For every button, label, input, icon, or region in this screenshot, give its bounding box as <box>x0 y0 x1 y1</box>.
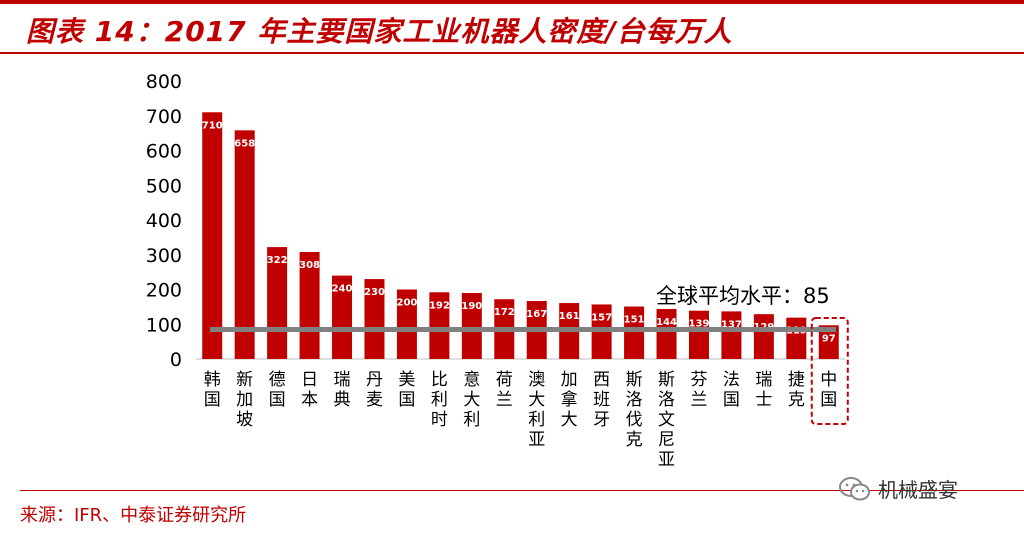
category-label: 斯洛伐克 <box>626 370 643 450</box>
y-tick-label: 200 <box>146 280 182 302</box>
data-label: 192 <box>429 300 450 311</box>
category-label: 德国 <box>269 370 286 410</box>
bar <box>818 325 839 359</box>
category-label: 法国 <box>723 370 740 410</box>
y-tick-label: 700 <box>146 106 182 128</box>
data-label: 200 <box>396 298 417 309</box>
category-label: 加拿大 <box>561 370 578 430</box>
category-label: 瑞典 <box>334 370 351 410</box>
bar <box>202 112 223 360</box>
data-label: 230 <box>364 287 385 298</box>
category-label: 新加坡 <box>236 370 253 430</box>
bar <box>688 310 709 359</box>
bar <box>429 292 450 359</box>
y-tick-label: 300 <box>146 245 182 267</box>
bar <box>624 306 645 359</box>
category-label: 瑞士 <box>755 370 772 410</box>
data-label: 97 <box>822 333 836 344</box>
data-label: 139 <box>689 319 710 330</box>
data-label: 144 <box>656 317 677 328</box>
data-label: 190 <box>461 301 482 312</box>
category-label: 日本 <box>301 370 318 410</box>
data-label: 308 <box>299 260 320 271</box>
bar <box>234 130 255 359</box>
y-tick-label: 400 <box>146 210 182 232</box>
bottom-rule <box>20 490 1024 491</box>
bar <box>461 292 482 359</box>
category-label: 意大利 <box>463 370 480 430</box>
category-label: 荷兰 <box>496 370 513 410</box>
bar <box>364 279 385 359</box>
category-label: 中国 <box>820 370 837 410</box>
category-label: 斯洛文尼亚 <box>658 370 675 470</box>
category-label: 比利时 <box>431 370 448 430</box>
y-tick-label: 500 <box>146 175 182 197</box>
bar <box>786 317 807 359</box>
bar <box>332 275 353 359</box>
data-label: 151 <box>624 315 645 326</box>
y-tick-label: 100 <box>146 314 182 336</box>
data-label: 161 <box>559 311 580 322</box>
data-label: 322 <box>267 255 288 266</box>
data-label: 172 <box>494 307 515 318</box>
y-tick-label: 800 <box>146 71 182 93</box>
source-note: 来源：IFR、中泰证券研究所 <box>20 505 247 526</box>
category-label: 捷克 <box>788 370 805 410</box>
title-rule <box>0 52 1024 54</box>
data-label: 167 <box>526 309 547 320</box>
category-label: 美国 <box>398 370 415 410</box>
y-tick-label: 600 <box>146 141 182 163</box>
watermark-text: 机械盛宴 <box>878 478 958 502</box>
highlight-box <box>810 317 849 425</box>
data-label: 658 <box>234 138 255 149</box>
category-label: 韩国 <box>204 370 221 410</box>
figure-title: 图表 14：2017 年主要国家工业机器人密度/台每万人 <box>26 15 733 48</box>
data-label: 157 <box>591 312 612 323</box>
bar <box>299 251 320 359</box>
data-label: 240 <box>332 284 353 295</box>
top-rule <box>0 0 1024 4</box>
y-tick-label: 0 <box>170 349 182 371</box>
bar <box>721 311 742 359</box>
average-line-label: 全球平均水平：85 <box>656 284 830 308</box>
category-label: 丹麦 <box>366 370 383 410</box>
category-label: 西班牙 <box>593 370 610 430</box>
bar <box>656 308 677 359</box>
category-label: 澳大利亚 <box>528 370 545 450</box>
category-label: 芬兰 <box>690 370 707 410</box>
data-label: 137 <box>721 319 742 330</box>
bar <box>753 314 774 359</box>
data-label: 710 <box>202 120 223 131</box>
wechat-icon <box>839 476 870 500</box>
bar <box>396 289 417 359</box>
watermark: 机械盛宴 <box>838 474 958 503</box>
